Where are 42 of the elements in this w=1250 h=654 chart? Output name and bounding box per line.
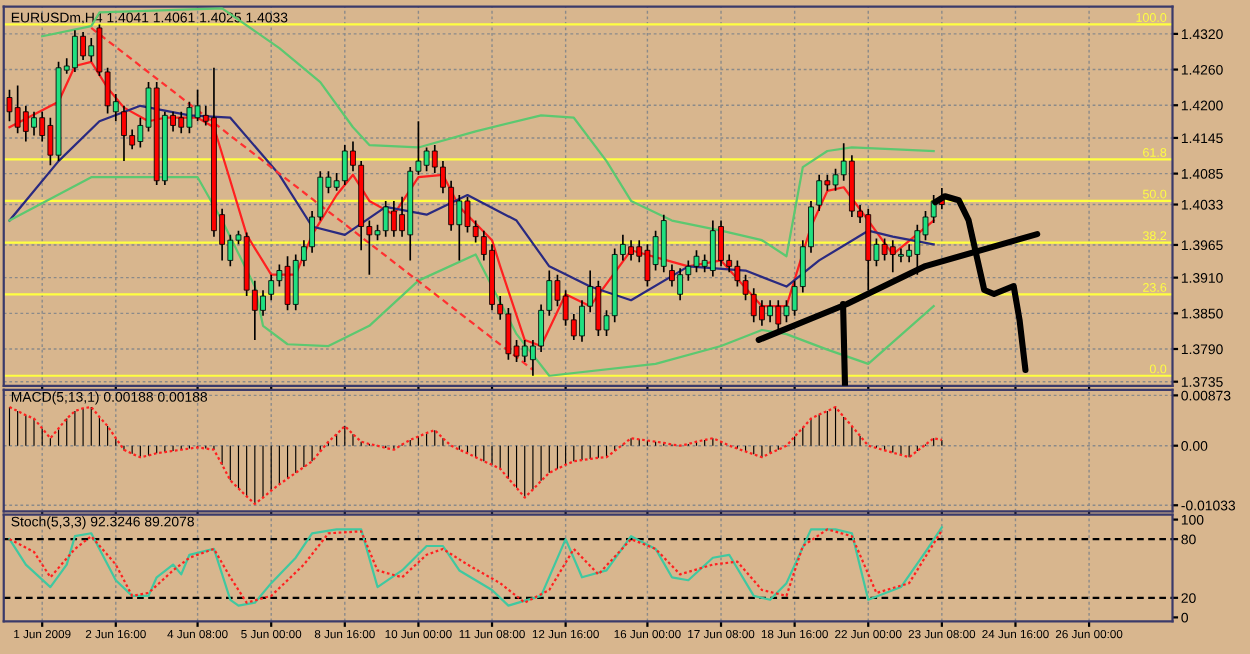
candlestick <box>677 267 684 302</box>
candlestick <box>268 273 275 302</box>
candlestick <box>718 219 724 268</box>
candlestick <box>628 239 634 262</box>
candlestick <box>80 31 86 61</box>
candlestick <box>464 195 471 234</box>
line-series <box>8 405 943 506</box>
candlestick <box>709 219 716 278</box>
line-series <box>8 176 935 377</box>
candlestick <box>644 243 651 288</box>
candlestick <box>595 279 602 337</box>
candlestick <box>6 88 13 123</box>
candlestick <box>775 299 782 331</box>
candlestick <box>521 339 528 363</box>
candlestick <box>382 200 389 238</box>
candlestick <box>816 173 823 212</box>
candlestick <box>456 194 463 262</box>
candlestick <box>391 200 397 238</box>
candlestick <box>31 110 37 137</box>
candlestick <box>22 104 29 143</box>
candlestick <box>14 84 21 135</box>
candlestick <box>186 100 193 135</box>
candlestick <box>693 249 700 274</box>
candlestick <box>178 110 185 135</box>
candlestick <box>194 88 201 123</box>
candlestick <box>121 104 127 162</box>
candlestick <box>759 299 765 327</box>
candlestick <box>72 29 78 73</box>
candlestick <box>284 255 291 312</box>
candlestick <box>889 239 896 274</box>
candlestick <box>669 263 675 288</box>
candlestick <box>505 307 512 361</box>
candlestick <box>260 289 266 317</box>
candlestick <box>767 299 773 324</box>
candlestick <box>750 287 757 324</box>
candlestick <box>660 213 667 274</box>
candlestick <box>881 237 888 262</box>
candlestick <box>341 144 348 186</box>
candlestick <box>292 253 299 312</box>
candlestick <box>423 146 430 173</box>
candlestick <box>832 168 839 192</box>
candlestick <box>734 259 741 288</box>
